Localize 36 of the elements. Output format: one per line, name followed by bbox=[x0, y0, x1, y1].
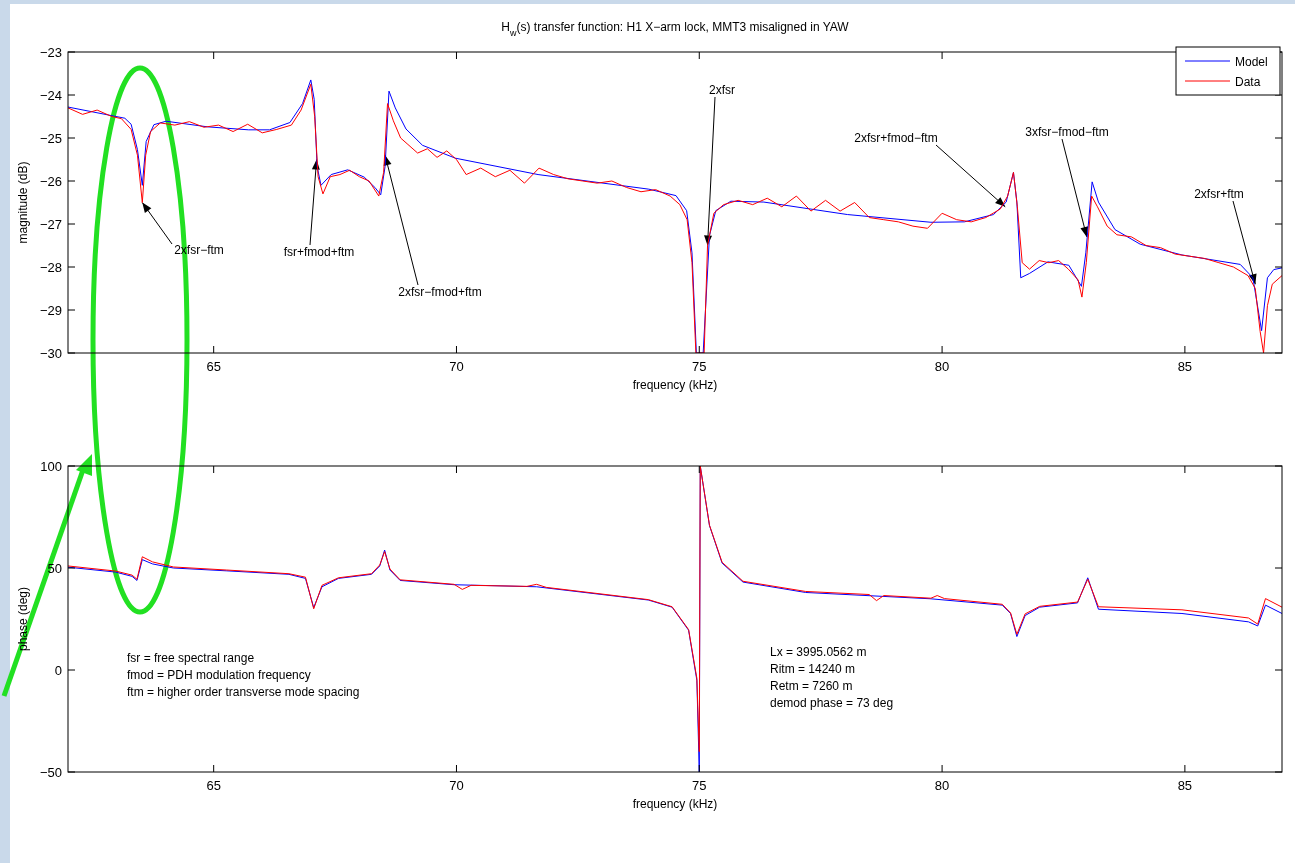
x-tick-label: 75 bbox=[692, 359, 707, 374]
y-tick-label: −29 bbox=[39, 303, 62, 318]
chart-title: H$_{w}$(s) transfer function: H1 X−arm lock, MMT3 misaligned in YAW bbox=[501, 20, 850, 38]
y-axis-title: phase (deg) bbox=[16, 586, 30, 652]
y-tick-label: −23 bbox=[39, 45, 62, 60]
y-axis-title: magnitude (dB) bbox=[16, 161, 30, 244]
x-tick-label: 65 bbox=[206, 778, 221, 793]
x-tick-label: 70 bbox=[449, 778, 464, 793]
y-tick-label: −26 bbox=[39, 174, 62, 189]
annotation: 3xfsr−fmod−ftm bbox=[1025, 125, 1109, 139]
y-tick-label: −30 bbox=[39, 346, 62, 361]
y-tick-label: −25 bbox=[39, 131, 62, 146]
annotation: fsr = free spectral range fmod = PDH modulation frequency ftm = higher order transverse mode spacing bbox=[127, 651, 360, 699]
x-tick-label: 80 bbox=[934, 778, 950, 793]
x-tick-label: 85 bbox=[1177, 778, 1193, 793]
y-tick-label: −24 bbox=[39, 88, 62, 103]
annotation: Lx = 3995.0562 m Ritm = 14240 m Retm = 7260 m demod phase = 73 deg bbox=[770, 645, 894, 710]
x-tick-label: 80 bbox=[934, 359, 950, 374]
annotation: 2xfsr−fmod+ftm bbox=[398, 285, 482, 299]
legend-label: Model bbox=[1235, 55, 1268, 69]
y-tick-label: 0 bbox=[54, 663, 62, 678]
x-tick-label: 85 bbox=[1177, 359, 1193, 374]
x-tick-label: 65 bbox=[206, 359, 221, 374]
x-tick-label: 75 bbox=[692, 778, 707, 793]
x-axis-title: frequency (kHz) bbox=[632, 378, 718, 392]
annotation: 2xfsr+fmod−ftm bbox=[854, 131, 938, 145]
annotation: 2xfsr+ftm bbox=[1194, 187, 1244, 201]
annotation: 2xfsr bbox=[708, 83, 736, 97]
y-tick-label: 100 bbox=[40, 459, 62, 474]
annotation: fsr+fmod+ftm bbox=[283, 245, 355, 259]
x-tick-label: 70 bbox=[449, 359, 464, 374]
y-tick-label: −28 bbox=[39, 260, 62, 275]
y-tick-label: −50 bbox=[39, 765, 62, 780]
legend-label: Data bbox=[1235, 75, 1261, 89]
x-axis-title: frequency (kHz) bbox=[632, 797, 718, 811]
y-tick-label: −27 bbox=[39, 217, 62, 232]
